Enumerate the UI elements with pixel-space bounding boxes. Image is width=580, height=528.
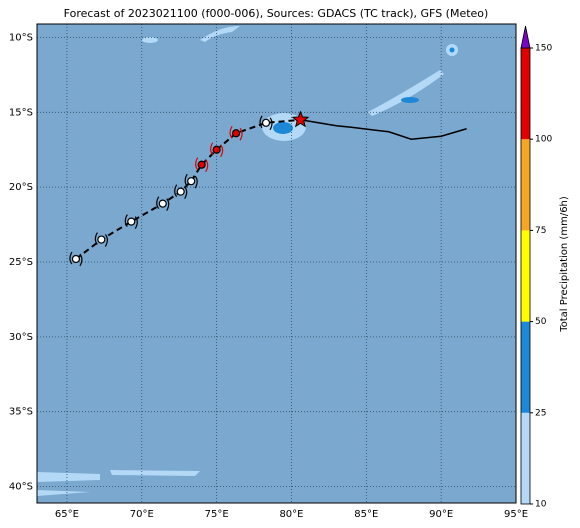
x-tick-label: 70°E	[130, 509, 154, 520]
rain-area	[37, 472, 100, 482]
plot-frame	[36, 23, 517, 504]
cyclone-arc	[94, 232, 98, 245]
cyclone-arc	[166, 198, 170, 211]
rain-area	[449, 47, 455, 53]
x-tick-label: 85°E	[354, 509, 378, 520]
colorbar-tick-label: 150	[535, 44, 552, 54]
colorbar-segment	[521, 230, 530, 322]
y-tick-label: 20°S	[9, 182, 33, 193]
cyclone-arc	[79, 253, 83, 267]
x-tick-label: 95°E	[504, 509, 528, 520]
cyclone-arc	[156, 196, 160, 209]
track-point	[176, 187, 185, 196]
cyclone-arc	[210, 142, 214, 156]
colorbar-tick-label: 75	[535, 226, 546, 236]
y-tick-label: 30°S	[9, 332, 33, 343]
cyclone-arc	[220, 144, 224, 158]
colorbar-frame	[520, 47, 531, 505]
rain-area	[368, 70, 444, 116]
colorbar-segment	[521, 412, 530, 504]
cyclone-arc	[174, 184, 178, 198]
x-tick-label: 75°E	[205, 509, 229, 520]
cyclone-arc	[124, 214, 128, 227]
rain-area	[401, 97, 419, 103]
track-point	[71, 254, 81, 264]
rain-area	[200, 26, 240, 42]
chart-title: Forecast of 2023021100 (f000-006), Sourc…	[64, 7, 489, 20]
colorbar-tick-label: 100	[535, 135, 552, 145]
y-tick-label: 15°S	[9, 107, 33, 118]
y-tick-label: 40°S	[9, 482, 33, 493]
cyclone-arc	[184, 186, 188, 199]
colorbar-segment	[521, 48, 530, 140]
colorbar-segment	[521, 139, 530, 231]
x-tick-label: 65°E	[55, 509, 79, 520]
cyclone-arc	[184, 173, 188, 187]
x-tick-label: 90°E	[429, 509, 453, 520]
ocean	[37, 24, 516, 503]
track-point	[127, 217, 136, 226]
rain-area	[37, 490, 90, 496]
track-point	[187, 177, 196, 186]
cyclone-arc	[259, 115, 263, 129]
cyclone-arc	[194, 175, 198, 189]
y-tick-label: 25°S	[9, 257, 33, 268]
x-tick-label: 80°E	[279, 509, 303, 520]
cyclone-arc	[69, 251, 73, 265]
colorbar-tick-label: 25	[535, 408, 546, 418]
rain-area	[110, 470, 200, 476]
y-tick-label: 10°S	[9, 32, 33, 43]
track-point	[158, 199, 167, 208]
cyclone-arc	[239, 127, 243, 141]
cyclone-arc	[195, 157, 199, 171]
cyclone-arc	[134, 216, 138, 229]
rain-area	[142, 37, 158, 43]
track-line	[75, 118, 301, 260]
current-position	[291, 110, 310, 128]
track-point	[231, 129, 241, 138]
track-point	[197, 160, 206, 169]
track-point	[97, 235, 106, 244]
colorbar-segment	[521, 321, 530, 413]
colorbar-tick-label: 50	[535, 317, 547, 327]
track-point	[212, 145, 221, 154]
colorbar-tick-label: 10	[535, 500, 547, 510]
colorbar-label: Total Precipitation (mm/6h)	[559, 196, 570, 333]
colorbar-extend	[520, 25, 531, 49]
precipitation	[37, 26, 458, 496]
cyclone-arc	[104, 234, 108, 247]
rain-area	[273, 122, 293, 134]
y-tick-label: 35°S	[9, 407, 33, 418]
cyclone-arc	[269, 117, 273, 131]
cyclone-arc	[205, 159, 209, 173]
cyclone-arc	[229, 125, 233, 139]
track-point	[261, 118, 271, 127]
forecast-line	[300, 119, 467, 141]
